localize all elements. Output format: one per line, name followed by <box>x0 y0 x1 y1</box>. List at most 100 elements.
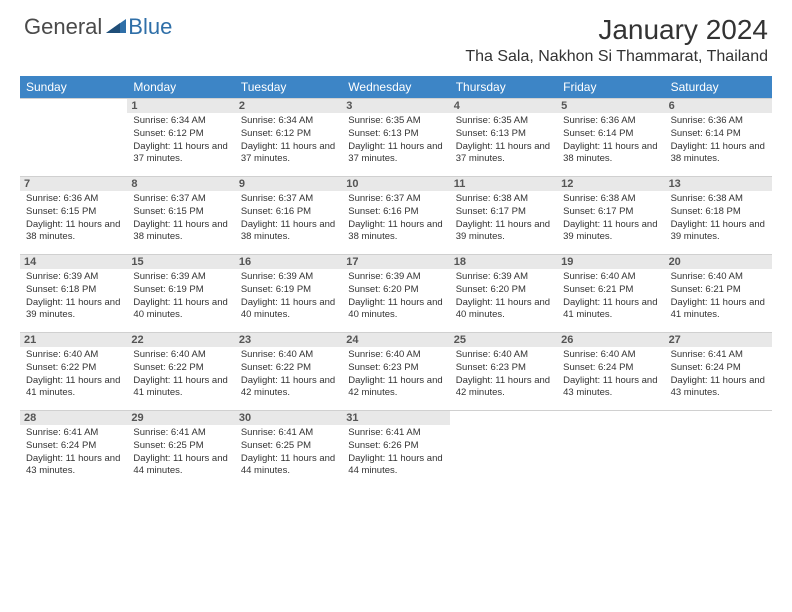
day-info: Sunrise: 6:41 AMSunset: 6:25 PMDaylight:… <box>241 427 336 478</box>
day-cell: 22Sunrise: 6:40 AMSunset: 6:22 PMDayligh… <box>127 332 234 410</box>
day-info: Sunrise: 6:39 AMSunset: 6:20 PMDaylight:… <box>348 271 443 322</box>
day-info: Sunrise: 6:36 AMSunset: 6:15 PMDaylight:… <box>26 193 121 244</box>
day-number: 20 <box>665 255 772 269</box>
day-cell <box>20 98 127 176</box>
day-header-tuesday: Tuesday <box>235 76 342 98</box>
day-info: Sunrise: 6:40 AMSunset: 6:23 PMDaylight:… <box>456 349 551 400</box>
day-number: 27 <box>665 333 772 347</box>
day-info: Sunrise: 6:40 AMSunset: 6:22 PMDaylight:… <box>241 349 336 400</box>
day-cell: 10 Sunrise: 6:37 AMSunset: 6:16 PMDayligh… <box>342 176 449 254</box>
day-number: 12 <box>557 177 664 191</box>
day-number: 24 <box>342 333 449 347</box>
day-number: 21 <box>20 333 127 347</box>
day-header-wednesday: Wednesday <box>342 76 449 98</box>
logo: General Blue <box>24 14 172 40</box>
day-number: 14 <box>20 255 127 269</box>
day-cell: 12 Sunrise: 6:38 AMSunset: 6:17 PMDayligh… <box>557 176 664 254</box>
day-cell: 15 Sunrise: 6:39 AMSunset: 6:19 PMDayligh… <box>127 254 234 332</box>
day-number: 10 <box>342 177 449 191</box>
day-cell: 7 Sunrise: 6:36 AMSunset: 6:15 PMDaylight… <box>20 176 127 254</box>
day-cell: 19 Sunrise: 6:40 AMSunset: 6:21 PMDayligh… <box>557 254 664 332</box>
day-number: 7 <box>20 177 127 191</box>
day-header-monday: Monday <box>127 76 234 98</box>
day-number: 23 <box>235 333 342 347</box>
day-cell: 4 Sunrise: 6:35 AMSunset: 6:13 PMDaylight… <box>450 98 557 176</box>
day-info: Sunrise: 6:37 AMSunset: 6:16 PMDaylight:… <box>241 193 336 244</box>
day-cell <box>557 410 664 488</box>
logo-text-blue: Blue <box>128 14 172 40</box>
day-cell: 6 Sunrise: 6:36 AMSunset: 6:14 PMDaylight… <box>665 98 772 176</box>
day-info: Sunrise: 6:35 AMSunset: 6:13 PMDaylight:… <box>456 115 551 166</box>
day-number: 18 <box>450 255 557 269</box>
day-info: Sunrise: 6:37 AMSunset: 6:16 PMDaylight:… <box>348 193 443 244</box>
day-number: 6 <box>665 99 772 113</box>
day-cell: 31 Sunrise: 6:41 AMSunset: 6:26 PMDayligh… <box>342 410 449 488</box>
day-number: 1 <box>127 99 234 113</box>
day-header-sunday: Sunday <box>20 76 127 98</box>
day-number: 25 <box>450 333 557 347</box>
day-info: Sunrise: 6:40 AMSunset: 6:21 PMDaylight:… <box>563 271 658 322</box>
day-number: 5 <box>557 99 664 113</box>
day-number: 26 <box>557 333 664 347</box>
day-number: 31 <box>342 411 449 425</box>
month-title: January 2024 <box>465 14 768 46</box>
day-header-friday: Friday <box>557 76 664 98</box>
day-info: Sunrise: 6:39 AMSunset: 6:19 PMDaylight:… <box>241 271 336 322</box>
logo-text-general: General <box>24 14 102 40</box>
days-header-row: SundayMondayTuesdayWednesdayThursdayFrid… <box>20 76 772 98</box>
day-cell: 21 Sunrise: 6:40 AMSunset: 6:22 PMDayligh… <box>20 332 127 410</box>
day-cell <box>450 410 557 488</box>
day-info: Sunrise: 6:41 AMSunset: 6:26 PMDaylight:… <box>348 427 443 478</box>
day-number: 15 <box>127 255 234 269</box>
day-cell: 14 Sunrise: 6:39 AMSunset: 6:18 PMDayligh… <box>20 254 127 332</box>
week-row: 14 Sunrise: 6:39 AMSunset: 6:18 PMDayligh… <box>20 254 772 332</box>
day-info: Sunrise: 6:36 AMSunset: 6:14 PMDaylight:… <box>671 115 766 166</box>
week-row: 28Sunrise: 6:41 AMSunset: 6:24 PMDayligh… <box>20 410 772 488</box>
day-info: Sunrise: 6:39 AMSunset: 6:18 PMDaylight:… <box>26 271 121 322</box>
day-number: 2 <box>235 99 342 113</box>
header: General Blue January 2024 Tha Sala, Nakh… <box>0 0 792 70</box>
week-row: 1 Sunrise: 6:34 AMSunset: 6:12 PMDaylight… <box>20 98 772 176</box>
day-info: Sunrise: 6:39 AMSunset: 6:19 PMDaylight:… <box>133 271 228 322</box>
day-info: Sunrise: 6:40 AMSunset: 6:21 PMDaylight:… <box>671 271 766 322</box>
day-info: Sunrise: 6:41 AMSunset: 6:24 PMDaylight:… <box>671 349 766 400</box>
day-cell: 23 Sunrise: 6:40 AMSunset: 6:22 PMDayligh… <box>235 332 342 410</box>
day-cell: 18Sunrise: 6:39 AMSunset: 6:20 PMDayligh… <box>450 254 557 332</box>
day-cell: 8Sunrise: 6:37 AMSunset: 6:15 PMDaylight… <box>127 176 234 254</box>
day-cell: 13Sunrise: 6:38 AMSunset: 6:18 PMDayligh… <box>665 176 772 254</box>
day-header-thursday: Thursday <box>450 76 557 98</box>
day-info: Sunrise: 6:40 AMSunset: 6:22 PMDaylight:… <box>26 349 121 400</box>
day-cell: 29 Sunrise: 6:41 AMSunset: 6:25 PMDayligh… <box>127 410 234 488</box>
day-cell: 11Sunrise: 6:38 AMSunset: 6:17 PMDayligh… <box>450 176 557 254</box>
day-number: 8 <box>127 177 234 191</box>
location-title: Tha Sala, Nakhon Si Thammarat, Thailand <box>465 48 768 66</box>
day-cell: 3Sunrise: 6:35 AMSunset: 6:13 PMDaylight… <box>342 98 449 176</box>
day-info: Sunrise: 6:34 AMSunset: 6:12 PMDaylight:… <box>133 115 228 166</box>
day-info: Sunrise: 6:40 AMSunset: 6:24 PMDaylight:… <box>563 349 658 400</box>
title-block: January 2024 Tha Sala, Nakhon Si Thammar… <box>465 14 768 66</box>
day-cell: 1 Sunrise: 6:34 AMSunset: 6:12 PMDaylight… <box>127 98 234 176</box>
day-cell: 20 Sunrise: 6:40 AMSunset: 6:21 PMDayligh… <box>665 254 772 332</box>
day-number: 22 <box>127 333 234 347</box>
day-cell: 30Sunrise: 6:41 AMSunset: 6:25 PMDayligh… <box>235 410 342 488</box>
week-row: 7 Sunrise: 6:36 AMSunset: 6:15 PMDaylight… <box>20 176 772 254</box>
day-info: Sunrise: 6:35 AMSunset: 6:13 PMDaylight:… <box>348 115 443 166</box>
day-cell: 27 Sunrise: 6:41 AMSunset: 6:24 PMDayligh… <box>665 332 772 410</box>
day-info: Sunrise: 6:36 AMSunset: 6:14 PMDaylight:… <box>563 115 658 166</box>
calendar: SundayMondayTuesdayWednesdayThursdayFrid… <box>20 76 772 488</box>
day-number: 11 <box>450 177 557 191</box>
day-info: Sunrise: 6:38 AMSunset: 6:18 PMDaylight:… <box>671 193 766 244</box>
day-number: 19 <box>557 255 664 269</box>
day-cell: 5 Sunrise: 6:36 AMSunset: 6:14 PMDaylight… <box>557 98 664 176</box>
calendar-body: 1 Sunrise: 6:34 AMSunset: 6:12 PMDaylight… <box>20 98 772 488</box>
day-cell: 24 Sunrise: 6:40 AMSunset: 6:23 PMDayligh… <box>342 332 449 410</box>
day-info: Sunrise: 6:41 AMSunset: 6:25 PMDaylight:… <box>133 427 228 478</box>
logo-triangle-icon <box>106 17 126 38</box>
day-info: Sunrise: 6:40 AMSunset: 6:23 PMDaylight:… <box>348 349 443 400</box>
week-row: 21 Sunrise: 6:40 AMSunset: 6:22 PMDayligh… <box>20 332 772 410</box>
day-number: 29 <box>127 411 234 425</box>
day-number: 4 <box>450 99 557 113</box>
day-cell: 28Sunrise: 6:41 AMSunset: 6:24 PMDayligh… <box>20 410 127 488</box>
day-number: 9 <box>235 177 342 191</box>
day-info: Sunrise: 6:38 AMSunset: 6:17 PMDaylight:… <box>563 193 658 244</box>
